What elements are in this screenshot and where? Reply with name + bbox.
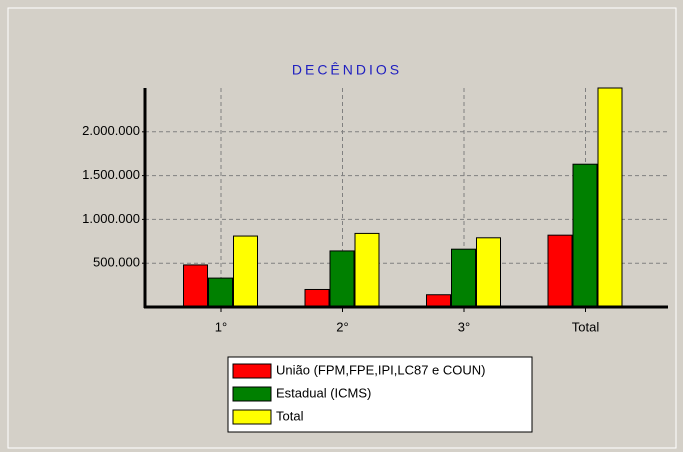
bar [233, 235, 258, 308]
x-tick-label: 3° [458, 319, 470, 334]
bar [547, 234, 573, 308]
legend: União (FPM,FPE,IPI,LC87 e COUN) Estadual … [227, 356, 533, 433]
x-tick-label: 1° [215, 319, 227, 334]
bar [354, 232, 380, 308]
bar [451, 248, 476, 308]
bar [304, 288, 330, 308]
bar [597, 87, 623, 308]
bar [183, 264, 208, 308]
bar [426, 294, 451, 308]
x-tick-label: Total [572, 319, 600, 334]
chart-title: DECÊNDIOS [292, 62, 402, 78]
bar [329, 250, 355, 308]
y-tick-label: 1.500.000 [82, 167, 140, 182]
bar [208, 277, 233, 308]
legend-label: Estadual (ICMS) [276, 385, 371, 400]
bar [476, 237, 501, 308]
legend-box [227, 356, 533, 433]
legend-swatch [232, 409, 272, 425]
legend-label: Total [276, 408, 304, 423]
x-tick-label: 2° [336, 319, 348, 334]
legend-swatch [232, 363, 272, 379]
y-tick-label: 2.000.000 [82, 123, 140, 138]
bar [572, 163, 598, 308]
y-tick-label: 1.000.000 [82, 211, 140, 226]
y-tick-label: 500.000 [93, 255, 140, 270]
legend-swatch [232, 386, 272, 402]
legend-label: União (FPM,FPE,IPI,LC87 e COUN) [276, 362, 486, 377]
